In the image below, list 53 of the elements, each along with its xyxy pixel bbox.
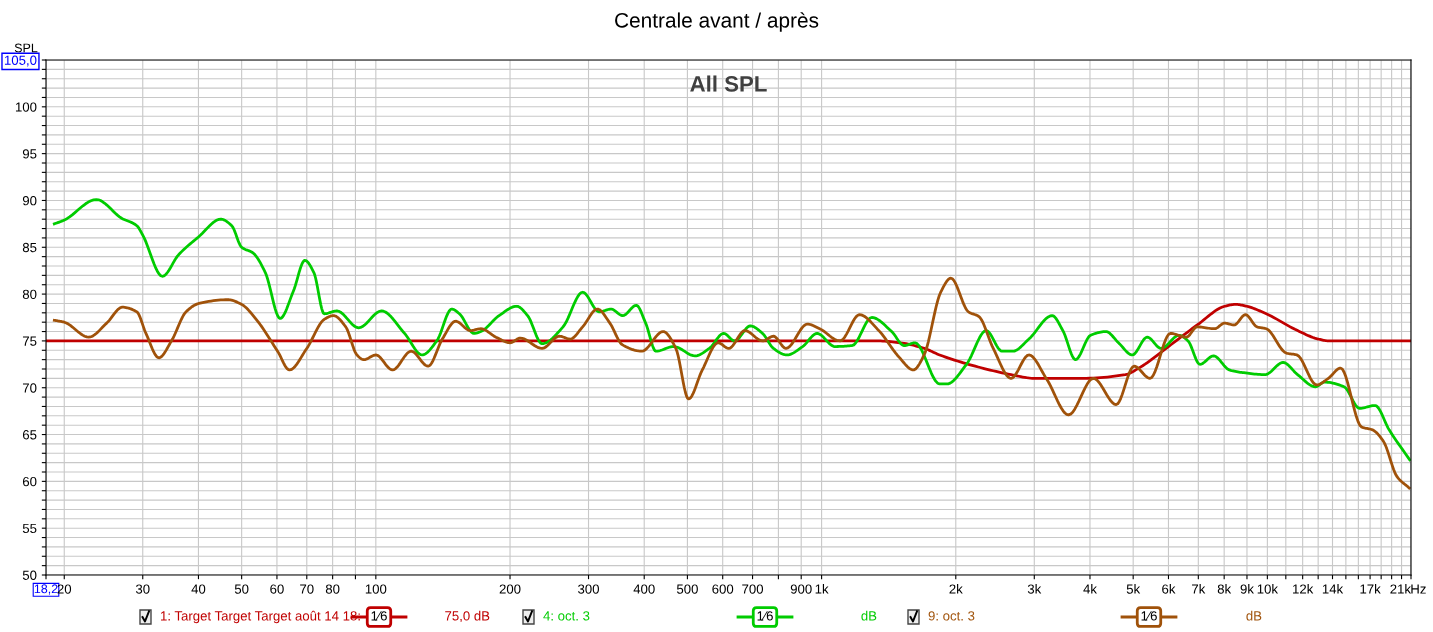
y-tick-label: 90: [22, 196, 37, 206]
y-tick-label: 60: [22, 476, 37, 487]
x-tick-label: 8k: [1217, 584, 1232, 594]
y-tick-label: 100: [15, 102, 37, 112]
annotation: All SPL: [690, 75, 767, 92]
x-tick-label: 500: [676, 584, 698, 594]
x-tick-label: 18,2: [34, 584, 58, 595]
y-axis-title: SPL: [14, 43, 38, 53]
text: 1⁄6: [371, 611, 387, 621]
y-tick-label: 50: [22, 570, 37, 580]
x-tick-label: 3k: [1027, 584, 1042, 594]
y-tick-label: 70: [22, 383, 37, 393]
x-tick-label: 70: [300, 584, 314, 594]
y-tick-label: 95: [22, 149, 37, 159]
x-tick-label: 7k: [1192, 584, 1206, 594]
y-tick-label: 55: [22, 523, 37, 534]
y-tick-label: 105,0: [4, 55, 37, 67]
x-tick-label: 40: [191, 584, 206, 594]
x-tick-label: 9k: [1240, 584, 1254, 594]
x-tick-label: 60: [270, 584, 284, 594]
y-tick-label: 75: [22, 336, 37, 346]
x-tick-label: 14k: [1322, 584, 1344, 594]
chart-title: Centrale avant / après: [615, 12, 819, 32]
text: 4: oct. 3: [543, 611, 590, 621]
text: dB: [1246, 610, 1262, 621]
x-tick-label: 600: [712, 584, 734, 594]
x-tick-label: 12k: [1293, 584, 1314, 594]
text: dB: [861, 610, 877, 621]
y-tick-label: 80: [22, 289, 37, 299]
x-tick-label: 10k: [1257, 584, 1279, 594]
text: 75,0 dB: [445, 610, 490, 623]
x-tick-label: 30: [135, 584, 150, 594]
x-tick-label: 400: [633, 584, 655, 594]
x-tick-label: 900: [790, 584, 812, 594]
x-tick-label: 6k: [1162, 584, 1176, 594]
text: 9: oct. 3: [928, 611, 975, 621]
x-tick-label: 100: [365, 584, 387, 594]
x-tick-label: 1k: [815, 584, 829, 594]
x-tick-label: 80: [325, 584, 340, 594]
x-tick-label: 4k: [1083, 584, 1097, 594]
x-tick-label: 50: [234, 584, 249, 594]
x-tick-label: 17k: [1360, 584, 1381, 594]
x-tick-label: 5k: [1126, 584, 1141, 594]
x-tick-label: 700: [742, 584, 764, 594]
x-tick-label: 2k: [949, 584, 963, 594]
y-tick-label: 65: [22, 430, 37, 440]
x-axis-title: Hz: [1411, 584, 1426, 594]
x-tick-label: 200: [499, 584, 521, 594]
y-tick-label: 85: [22, 242, 37, 253]
x-tick-label: 300: [578, 584, 600, 594]
x-tick-label: 21k: [1390, 584, 1412, 594]
text: 1⁄6: [1141, 611, 1157, 621]
text: 1⁄6: [757, 611, 773, 621]
